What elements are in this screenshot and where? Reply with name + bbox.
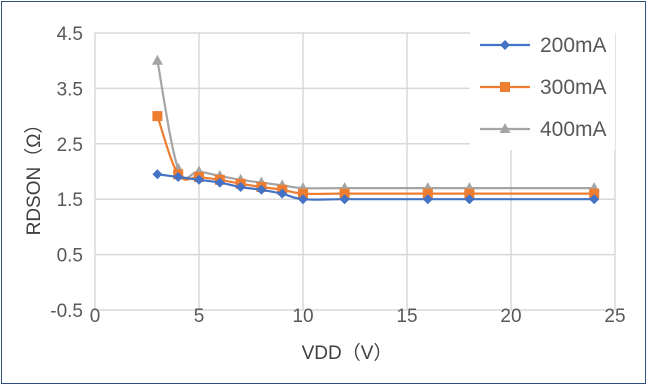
data-point-200ma: [589, 194, 600, 205]
legend-marker-400ma: [499, 123, 511, 133]
data-point-200ma: [152, 169, 163, 180]
y-tick-label: -0.5: [50, 301, 83, 322]
y-tick-label: 1.5: [57, 190, 83, 211]
x-tick-label: 20: [500, 306, 521, 327]
data-point-200ma: [422, 194, 433, 205]
legend-marker-200ma: [500, 40, 510, 50]
data-point-200ma: [256, 184, 267, 195]
x-tick-label: 5: [194, 306, 205, 327]
legend-label-400ma: 400mA: [540, 118, 607, 141]
data-point-300ma: [589, 188, 600, 199]
data-point-400ma: [151, 54, 163, 65]
data-point-300ma: [298, 188, 308, 199]
series-200ma: [152, 169, 600, 205]
y-axis-ticks: -0.5 0.5 1.5 2.5 3.5 4.5: [50, 24, 83, 322]
y-axis-title: RDSON（Ω）: [23, 115, 45, 236]
data-point-200ma: [194, 174, 204, 185]
y-tick-label: 2.5: [57, 135, 83, 156]
data-point-200ma: [235, 182, 246, 193]
y-tick-label: 3.5: [57, 79, 83, 100]
x-axis-title: VDD（V）: [302, 342, 393, 364]
series-group: [151, 54, 600, 205]
legend-background: [470, 32, 615, 150]
data-point-300ma: [464, 188, 475, 199]
x-tick-label: 25: [604, 306, 625, 327]
data-point-200ma: [214, 177, 225, 188]
x-tick-label: 0: [90, 306, 101, 327]
x-axis-ticks: 0 5 10 15 20 25: [90, 306, 626, 327]
legend-marker-300ma: [500, 82, 510, 92]
data-point-200ma: [277, 188, 288, 199]
data-point-300ma: [339, 188, 350, 199]
data-point-200ma: [298, 194, 308, 205]
data-point-200ma: [173, 172, 184, 183]
data-point-200ma: [339, 194, 350, 205]
data-point-300ma: [422, 188, 433, 199]
data-point-300ma: [152, 111, 163, 122]
legend-label-300ma: 300mA: [540, 76, 607, 99]
y-tick-label: 4.5: [57, 24, 83, 45]
data-point-200ma: [464, 194, 475, 205]
x-tick-label: 10: [292, 306, 313, 327]
legend: 200mA 300mA 400mA: [470, 32, 615, 150]
y-tick-label: 0.5: [57, 246, 83, 267]
x-tick-label: 15: [396, 306, 417, 327]
legend-label-200ma: 200mA: [540, 34, 607, 57]
series-line-400ma: [156, 60, 595, 190]
